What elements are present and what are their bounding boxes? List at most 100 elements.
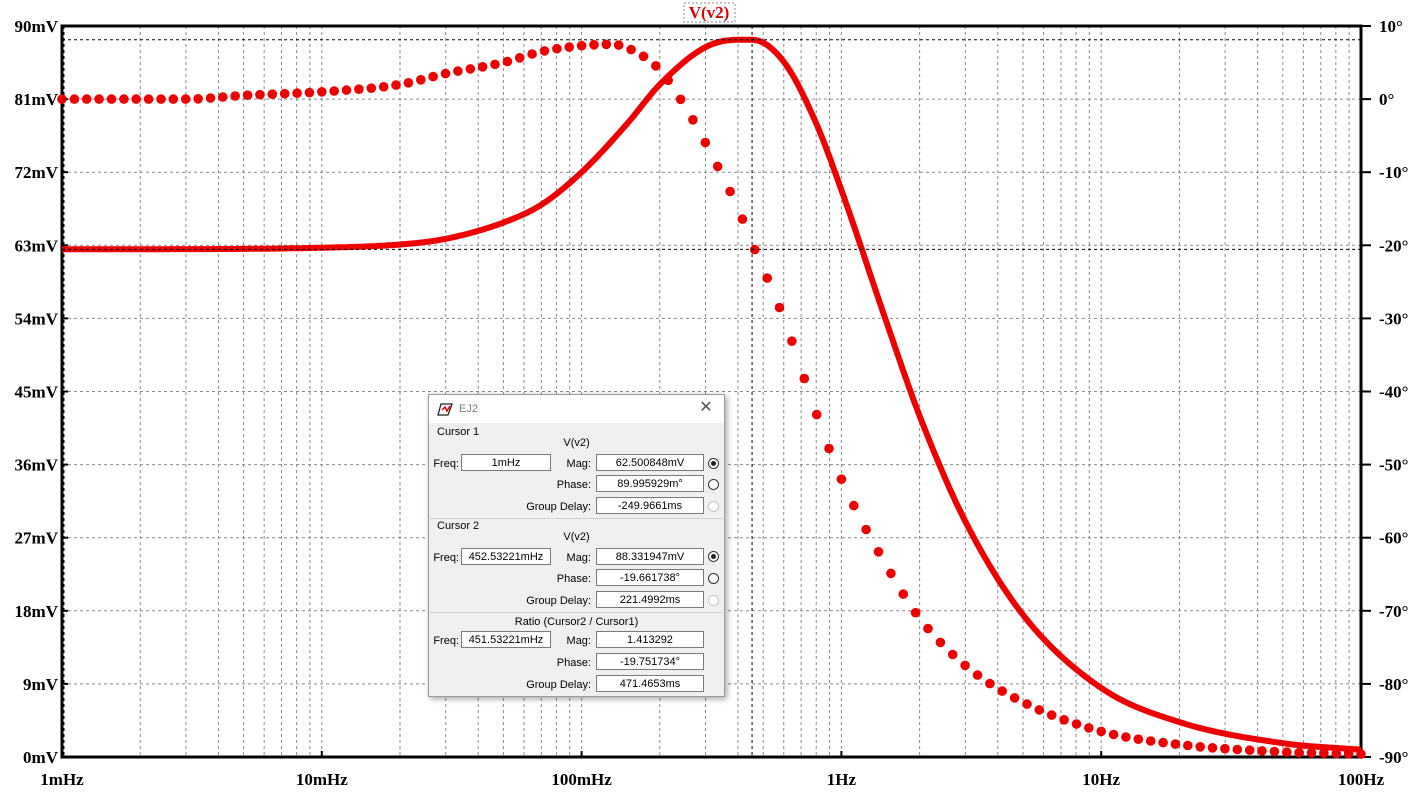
cursor1-gd-radio[interactable] (708, 501, 719, 512)
phase-dot (465, 64, 476, 74)
phase-dot (1108, 729, 1119, 740)
dialog-title-bar[interactable]: EJ2 ✕ (429, 395, 724, 423)
x-tick-label: 1Hz (827, 770, 857, 789)
phase-dot (811, 409, 822, 420)
ltspice-app-icon (437, 403, 453, 416)
close-icon[interactable]: ✕ (699, 399, 713, 416)
plot-grid (62, 26, 1361, 757)
phase-dot (923, 623, 933, 634)
cursor2-phase-radio[interactable] (708, 573, 719, 584)
phase-dot (861, 524, 871, 535)
ratio-gd-field[interactable]: 471.4653ms (596, 675, 704, 692)
phase-dot (292, 88, 302, 98)
phase-dot (490, 59, 500, 70)
cursor2-mag-radio[interactable] (708, 551, 719, 562)
phase-dot (638, 51, 649, 62)
cursor1-phase-field[interactable]: 89.995929m° (596, 475, 704, 492)
x-tick-label: 100mHz (551, 770, 612, 789)
ratio-freq-label: Freq: (433, 635, 459, 647)
phase-dot (94, 94, 104, 104)
cursor2-freq-field[interactable]: 452.53221mHz (461, 548, 551, 565)
cursor1-phase-radio[interactable] (708, 479, 719, 490)
phase-dot (849, 500, 859, 511)
cursor1-label: Cursor 1 (437, 426, 480, 438)
phase-dot (1244, 745, 1255, 755)
phase-dot (836, 474, 847, 485)
phase-dot (910, 607, 921, 618)
phase-dot (329, 86, 340, 96)
phase-dot (1034, 705, 1045, 715)
y-right-tick-label: -20° (1379, 236, 1408, 255)
phase-dot (564, 42, 574, 52)
phase-dot (502, 56, 513, 67)
phase-dot (613, 40, 624, 50)
phase-dot (589, 40, 599, 50)
phase-dot (279, 88, 290, 99)
phase-dot (477, 62, 488, 72)
phase-dot (1071, 719, 1082, 729)
phase-dot (156, 94, 166, 104)
cursor1-gd-field[interactable]: -249.9661ms (596, 497, 704, 514)
phase-dot (799, 373, 810, 384)
phase-dot (824, 443, 834, 454)
phase-dot (391, 80, 401, 90)
trace-title-box[interactable] (683, 2, 736, 23)
phase-dot (1121, 732, 1131, 742)
phase-dot (762, 273, 772, 283)
phase-dot (947, 649, 958, 660)
phase-dot (601, 39, 612, 50)
phase-series (57, 39, 1366, 759)
phase-dot (1269, 746, 1280, 757)
phase-dot (1133, 734, 1144, 744)
phase-dot (242, 90, 253, 100)
phase-dot (317, 87, 327, 97)
ratio-mag-field[interactable]: 1.413292 (596, 631, 704, 648)
phase-dot (527, 49, 537, 59)
phase-dot (193, 94, 203, 104)
ratio-label: Ratio (Cursor2 / Cursor1) (514, 616, 639, 628)
phase-dot (1220, 743, 1230, 754)
phase-dot (106, 94, 117, 104)
trace-title[interactable]: V(v2) (689, 3, 730, 22)
phase-dot (218, 92, 228, 102)
separator (430, 612, 723, 613)
cursor2-gd-radio[interactable] (708, 595, 719, 606)
phase-dot (143, 94, 154, 104)
ratio-phase-field[interactable]: -19.751734° (596, 653, 704, 670)
phase-dot (1207, 743, 1218, 753)
y-right-tick-label: 0° (1379, 90, 1394, 109)
cursor-dialog[interactable]: EJ2 ✕ Cursor 1 V(v2) Freq: 1mHz Mag: 62.… (428, 394, 725, 697)
phase-dot (428, 71, 438, 82)
phase-dot (997, 686, 1007, 696)
cursor1-mag-field[interactable]: 62.500848mV (596, 454, 704, 471)
cursor1-freq-field[interactable]: 1mHz (461, 454, 551, 471)
phase-dot (1158, 737, 1168, 748)
cursor2-gd-field[interactable]: 221.4992ms (596, 591, 704, 608)
cursor2-label: Cursor 2 (437, 520, 480, 532)
phase-dot (304, 87, 315, 98)
ratio-freq-field[interactable]: 451.53221mHz (461, 631, 551, 648)
phase-dot (1059, 715, 1069, 725)
cursor2-mag-field[interactable]: 88.331947mV (596, 548, 704, 565)
phase-dot (230, 91, 240, 101)
phase-dot (1183, 740, 1193, 751)
phase-dot (1282, 747, 1292, 757)
magnitude-series (61, 36, 1362, 753)
phase-dot (651, 61, 661, 71)
phase-dot (576, 40, 587, 51)
cursor1-trace: V(v2) (563, 437, 590, 449)
phase-dot (69, 94, 80, 104)
cursor-lines[interactable] (62, 26, 1361, 757)
phase-dot (57, 94, 67, 104)
y-left-tick-label: 9mV (23, 675, 59, 694)
cursor2-phase-field[interactable]: -19.661738° (596, 569, 704, 586)
cursor1-mag-radio[interactable] (708, 458, 719, 469)
cursor1-gd-label: Group Delay: (526, 501, 591, 513)
phase-dot (168, 94, 179, 104)
dialog-title: EJ2 (459, 403, 478, 415)
y-left-tick-label: 45mV (15, 383, 59, 402)
phase-dot (787, 336, 797, 347)
x-axis-ticks: 1mHz 10mHz 100mHz 1Hz 10Hz 100Hz (40, 751, 1385, 789)
phase-dot (81, 94, 92, 104)
